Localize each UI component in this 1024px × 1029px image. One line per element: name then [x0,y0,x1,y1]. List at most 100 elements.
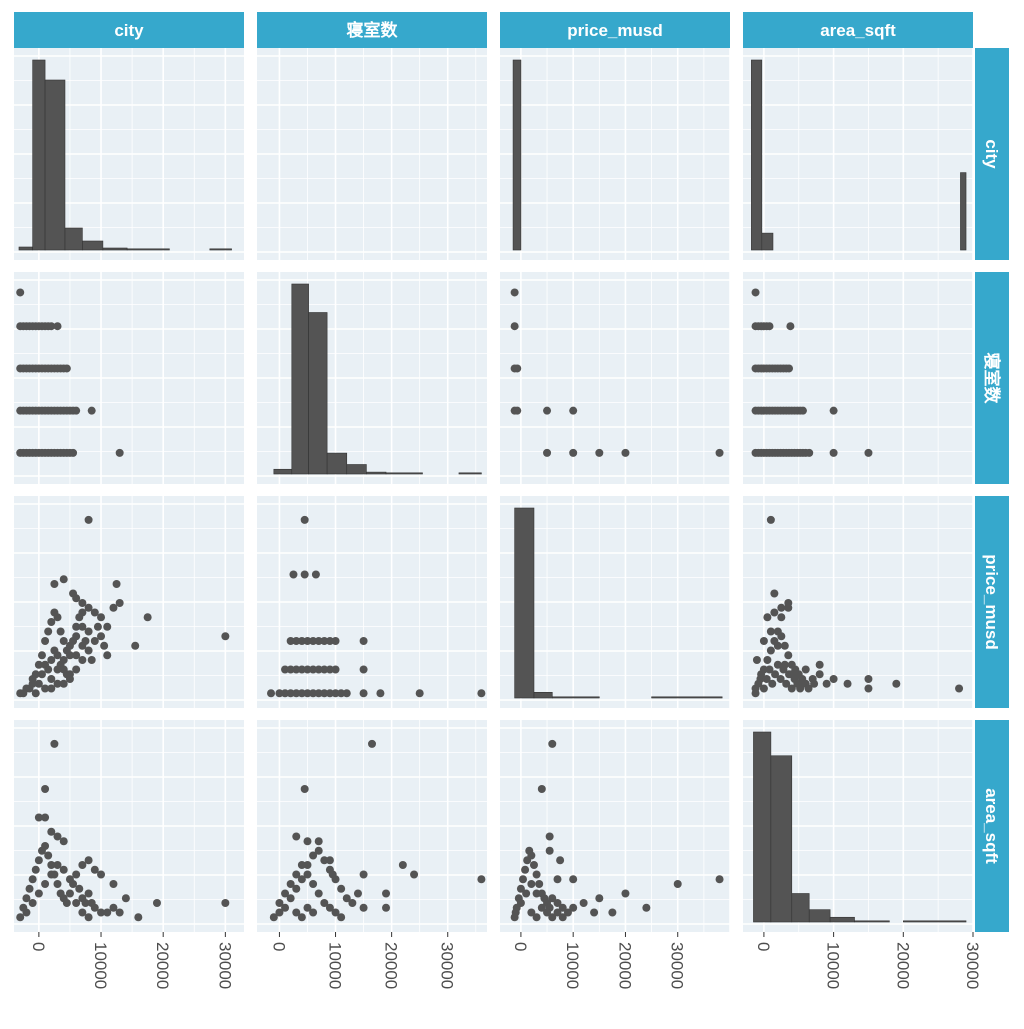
scatter-point [309,665,318,674]
scatter-point [275,908,284,917]
scatter-point [65,670,74,679]
scatter-point [44,665,53,674]
scatter-point [286,665,295,674]
scatter-point [786,322,795,331]
scatter-point [537,903,546,912]
scatter-point [90,865,99,874]
scatter-point [84,627,93,636]
scatter-point [286,880,295,888]
x-tick-label: 30000 [215,942,234,989]
histogram-bar [308,312,328,475]
scatter-point [777,632,786,641]
scatter-point [621,448,630,457]
scatter-point [115,599,124,607]
strip-top-city [14,12,244,48]
scatter-point [16,288,25,297]
scatter-point [65,875,74,884]
scatter-point [303,637,312,645]
scatter-point [81,899,90,907]
scatter-point [72,622,81,631]
scatter-point [773,641,782,650]
scatter-point [78,608,87,617]
scatter-point [773,660,782,669]
scatter-point [303,861,312,869]
scatter-point [297,689,306,698]
scatter-point [864,684,873,693]
scatter-point [763,613,772,622]
scatter-point [563,908,572,917]
scatter-point [776,675,785,683]
scatter-point [553,899,562,907]
scatter-point [41,637,50,645]
scatter-point [34,889,43,898]
panel-price-musd-area-sqft [743,496,974,708]
scatter-point [320,856,329,865]
scatter-point [510,288,519,297]
scatter-point [511,908,520,917]
scatter-point [41,684,50,693]
scatter-point [757,670,766,679]
scatter-point [342,689,351,698]
scatter-point [292,908,301,917]
scatter-point [829,406,838,415]
histogram-bar [18,246,33,251]
scatter-point [34,679,43,688]
scatter-point [78,622,87,631]
panel-bedrooms-city [14,272,244,484]
scatter-point [78,641,87,650]
scatter-point [31,689,40,698]
histogram-bar [753,731,772,923]
scatter-point [331,665,340,674]
scatter-point [286,689,295,698]
scatter-point [331,875,340,884]
scatter-point [569,406,578,415]
x-tick-label: 10000 [824,942,843,989]
scatter-point [281,889,290,898]
strip-top-bedrooms [257,12,487,48]
scatter-point [275,899,284,907]
scatter-point [763,656,772,664]
histogram-bar [385,472,423,475]
histogram-bar [551,696,600,699]
scatter-point [47,827,56,836]
scatter-point [751,689,760,698]
scatter-point [72,665,81,674]
scatter-point [558,913,567,922]
scatter-point [97,908,106,917]
scatter-point [289,570,298,579]
scatter-point [109,880,118,888]
scatter-point [331,637,340,645]
strip-label-top-area-sqft: area_sqft [820,21,896,40]
scatter-point [47,684,56,693]
scatter-point [314,689,323,698]
scatter-point [47,675,56,683]
scatter-point [297,861,306,869]
panel-city-price-musd [500,48,731,260]
scatter-point [72,406,81,415]
x-tick-label: 0 [511,942,530,951]
strip-right-city [975,48,1009,260]
scatter-point [281,903,290,912]
scatter-point [829,448,838,457]
scatter-point [543,908,552,917]
scatter-point [59,637,68,645]
scatter-point [331,689,340,698]
scatter-point [22,894,31,903]
scatter-point [221,899,230,907]
scatter-point [297,665,306,674]
histogram-bar [346,464,367,475]
scatter-point [50,580,59,588]
histogram-bar [512,59,522,251]
scatter-point [348,899,357,907]
scatter-point [297,875,306,884]
scatter-point [762,675,771,683]
scatter-point [309,880,318,888]
scatter-point [47,618,56,626]
scatter-point [134,913,143,922]
scatter-point [84,646,93,655]
strip-label-right-price-musd: price_musd [982,554,1001,649]
scatter-point [78,908,87,917]
strip-label-top-bedrooms: 寝室数 [347,20,399,40]
scatter-point [715,875,724,884]
strip-label-top-city: city [114,21,144,40]
